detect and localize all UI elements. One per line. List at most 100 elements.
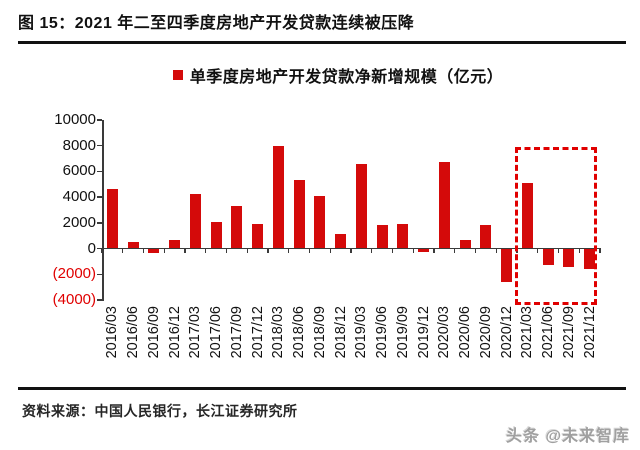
x-axis-tick (454, 248, 456, 253)
bar-2020/12 (501, 248, 513, 282)
x-axis-label-2019/09: 2019/09 (394, 306, 411, 359)
y-axis-tick (97, 222, 102, 224)
x-axis-tick (184, 248, 186, 253)
x-axis-tick (205, 248, 207, 253)
x-axis-tick (267, 248, 269, 253)
y-axis-tick (97, 170, 102, 173)
x-axis-tick (412, 248, 414, 253)
x-axis-tick (142, 248, 145, 253)
x-axis-tick (308, 248, 311, 253)
x-axis-zero-line (99, 247, 601, 250)
x-axis-label-2018/12: 2018/12 (332, 306, 349, 359)
y-axis-label: (2000) (52, 265, 96, 283)
bar-2021/06 (542, 248, 554, 266)
x-axis-tick (350, 248, 352, 253)
y-axis-line (102, 120, 104, 301)
y-axis-tick (97, 145, 102, 147)
x-axis-label-2021/12: 2021/12 (581, 306, 598, 359)
bar-2017/03 (189, 193, 201, 249)
bar-2017/09 (231, 205, 243, 249)
x-axis-label-2019/03: 2019/03 (353, 306, 370, 359)
bar-2020/09 (480, 225, 492, 249)
x-axis-label-2018/09: 2018/09 (311, 306, 328, 359)
y-axis-tick (97, 273, 102, 275)
bar-2016/06 (127, 242, 139, 249)
y-axis-label: 2000 (62, 213, 96, 231)
bar-2017/12 (252, 223, 264, 249)
x-axis-tick (557, 248, 560, 253)
x-axis-tick (122, 248, 124, 253)
x-axis-tick (474, 248, 477, 253)
y-axis-tick (97, 119, 102, 121)
x-axis-label-2020/06: 2020/06 (457, 306, 474, 359)
x-axis-tick (433, 248, 435, 253)
x-axis-tick (101, 248, 103, 253)
x-axis-tick (288, 248, 290, 253)
x-axis-label-2019/06: 2019/06 (374, 306, 391, 359)
figure-bottom-rule (18, 387, 626, 390)
legend-label: 单季度房地产开发贷款净新增规模（亿元） (189, 69, 504, 86)
bar-2016/03 (106, 189, 118, 249)
x-axis-label-2020/09: 2020/09 (477, 306, 494, 359)
bar-2019/09 (397, 223, 409, 249)
y-axis-label: (4000) (52, 291, 96, 308)
figure-title: 图 15：2021 年二至四季度房地产开发贷款连续被压降 (18, 15, 415, 32)
x-axis-tick (225, 248, 228, 253)
x-axis-label-2016/03: 2016/03 (104, 306, 121, 359)
legend-red-square-icon (172, 70, 183, 80)
x-axis-label-2017/09: 2017/09 (228, 306, 245, 359)
y-axis-label: 10000 (54, 111, 96, 128)
bar-2019/12 (418, 248, 430, 252)
x-axis-tick (329, 248, 331, 253)
bar-2016/09 (148, 248, 160, 254)
x-axis-tick (578, 248, 580, 253)
bar-2019/03 (355, 164, 367, 249)
watermark-label: 头条 @未来智库 (506, 428, 631, 445)
y-axis-label: 4000 (62, 188, 96, 206)
bar-2018/12 (335, 233, 347, 249)
x-axis-label-2021/09: 2021/09 (560, 306, 577, 359)
x-axis-label-2021/03: 2021/03 (519, 306, 536, 359)
x-axis-label-2016/09: 2016/09 (145, 306, 162, 359)
plot-area (102, 120, 600, 300)
x-axis-label-2021/06: 2021/06 (540, 306, 557, 359)
x-axis-label-2016/06: 2016/06 (125, 306, 142, 359)
x-axis-label-2017/12: 2017/12 (249, 306, 266, 359)
x-axis-tick (246, 248, 248, 253)
highlight-dashed-box (515, 147, 597, 305)
bar-2018/06 (293, 179, 305, 249)
x-axis-tick (371, 248, 373, 253)
y-axis-label: 0 (87, 239, 96, 257)
bar-2018/09 (314, 195, 326, 249)
y-axis-tick (97, 196, 102, 198)
x-axis-label-2018/06: 2018/06 (291, 306, 308, 359)
bar-2019/06 (376, 225, 388, 249)
x-axis-label-2018/03: 2018/03 (270, 306, 287, 359)
y-axis-label: 6000 (62, 162, 96, 180)
bar-2017/06 (210, 222, 222, 249)
x-axis-tick (599, 248, 601, 253)
bar-2020/06 (459, 239, 471, 249)
x-axis-tick (391, 248, 394, 253)
bar-2018/03 (272, 145, 284, 249)
x-axis-label-2020/12: 2020/12 (498, 306, 515, 359)
bar-2020/03 (438, 162, 450, 249)
bar-2021/09 (563, 248, 575, 267)
x-axis-tick (537, 248, 539, 253)
x-axis-tick (163, 248, 165, 253)
bar-2016/12 (169, 240, 181, 249)
y-axis-tick (97, 299, 102, 301)
bar-2021/12 (584, 248, 596, 270)
x-axis-label-2017/03: 2017/03 (187, 306, 204, 359)
bar-2021/03 (521, 183, 533, 249)
x-axis-label-2019/12: 2019/12 (415, 306, 432, 359)
x-axis-label-2016/12: 2016/12 (166, 306, 183, 359)
y-axis-label: 8000 (62, 136, 96, 154)
x-axis-label-2017/06: 2017/06 (208, 306, 225, 359)
source-attribution: 资料来源：中国人民银行，长江证券研究所 (22, 403, 298, 419)
x-axis-tick (495, 248, 497, 253)
chart-legend: 单季度房地产开发贷款净新增规模（亿元） (18, 63, 640, 87)
title-underline (18, 41, 626, 44)
